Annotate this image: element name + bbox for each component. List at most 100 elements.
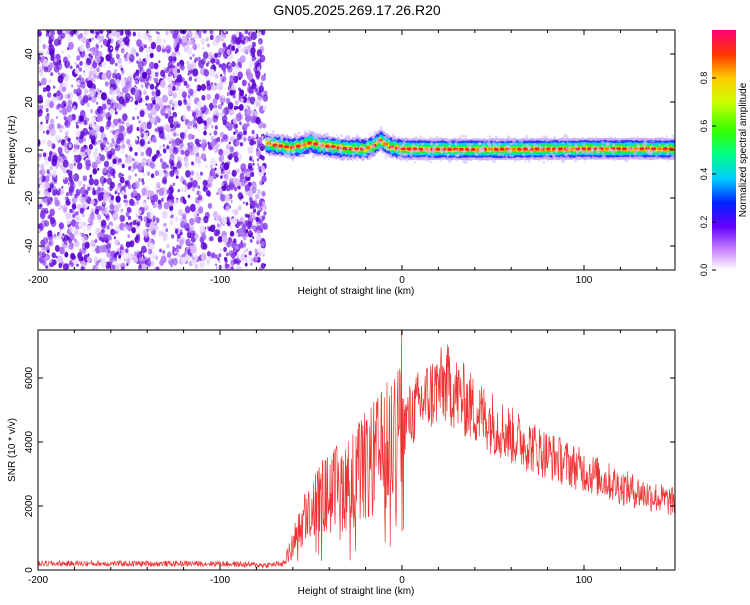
noise-dot xyxy=(248,60,254,68)
noise-dot xyxy=(192,53,195,58)
signal-scatter-dot xyxy=(298,154,302,157)
signal-scatter-dot xyxy=(412,156,415,159)
signal-scatter-dot xyxy=(520,139,524,143)
signal-scatter-dot xyxy=(487,157,491,160)
signal-scatter-dot xyxy=(566,140,569,143)
noise-dot xyxy=(100,109,104,114)
y-tick-label: 4000 xyxy=(24,430,35,453)
signal-scatter-dot xyxy=(351,147,354,151)
noise-dot xyxy=(125,41,129,46)
noise-dot xyxy=(128,60,132,64)
noise-dot xyxy=(79,232,82,236)
signal-scatter-dot xyxy=(584,144,586,147)
signal-scatter-dot xyxy=(492,143,497,148)
signal-scatter-dot xyxy=(604,154,607,156)
noise-dot xyxy=(126,258,131,265)
noise-dot xyxy=(95,43,99,49)
noise-dot xyxy=(98,205,103,211)
noise-dot xyxy=(209,236,214,242)
signal-scatter-dot xyxy=(572,148,576,152)
noise-dot xyxy=(157,199,162,205)
noise-dot xyxy=(107,186,110,190)
noise-dot xyxy=(190,242,194,247)
noise-dot xyxy=(132,116,135,120)
colorbar-tick-label: 0.6 xyxy=(699,120,709,133)
noise-dot xyxy=(231,83,237,91)
noise-dot xyxy=(125,199,129,204)
noise-dot xyxy=(171,234,175,239)
signal-scatter-dot xyxy=(478,142,482,146)
noise-dot xyxy=(191,187,196,192)
signal-scatter-dot xyxy=(283,152,288,157)
noise-dot xyxy=(207,141,210,145)
noise-dot xyxy=(145,54,150,61)
noise-dot xyxy=(134,173,137,177)
signal-scatter-dot xyxy=(467,142,471,147)
noise-dot xyxy=(213,229,219,237)
noise-dot xyxy=(87,121,90,124)
signal-scatter-dot xyxy=(336,138,339,141)
noise-dot xyxy=(52,172,57,178)
noise-dot xyxy=(257,31,262,38)
signal-scatter-dot xyxy=(666,152,670,156)
noise-dot xyxy=(201,138,207,146)
signal-scatter-dot xyxy=(307,153,310,156)
noise-dot xyxy=(191,230,196,237)
noise-dot xyxy=(146,68,152,76)
noise-dot xyxy=(212,111,217,116)
noise-dot xyxy=(190,170,195,176)
signal-scatter-dot xyxy=(291,158,295,162)
noise-dot xyxy=(154,85,158,90)
signal-scatter-dot xyxy=(346,138,349,141)
noise-dot xyxy=(45,108,49,113)
colorbar-ticks: 0.00.20.40.60.8 xyxy=(699,72,716,276)
noise-dot xyxy=(67,170,71,174)
signal-scatter-dot xyxy=(430,155,435,159)
noise-dot xyxy=(215,263,218,267)
noise-dot xyxy=(53,233,57,238)
signal-scatter-dot xyxy=(583,160,586,163)
noise-dot xyxy=(163,225,167,229)
noise-dot xyxy=(91,122,96,129)
noise-dot xyxy=(225,30,229,35)
noise-dot xyxy=(151,200,155,205)
signal-scatter-dot xyxy=(593,145,596,148)
signal-scatter-dot xyxy=(338,155,340,157)
signal-scatter-dot xyxy=(459,136,461,138)
noise-dot xyxy=(156,82,160,87)
signal-scatter-dot xyxy=(545,140,548,143)
noise-dot xyxy=(244,39,248,43)
noise-dot xyxy=(110,196,114,201)
noise-dot xyxy=(79,248,82,252)
signal-core-mark xyxy=(458,147,464,151)
signal-scatter-dot xyxy=(455,149,458,153)
noise-dot xyxy=(154,128,158,132)
noise-dot xyxy=(228,237,233,244)
noise-dot xyxy=(79,61,83,66)
noise-dot xyxy=(251,184,257,193)
noise-dot xyxy=(66,47,70,51)
noise-dot xyxy=(110,161,113,165)
noise-dot xyxy=(145,148,152,157)
noise-dot xyxy=(141,245,147,254)
noise-dot xyxy=(134,39,137,43)
snr-x-label: Height of straight line (km) xyxy=(298,586,415,597)
noise-dot xyxy=(112,264,116,270)
noise-dot xyxy=(115,62,118,67)
noise-dot xyxy=(192,111,196,118)
noise-dot xyxy=(185,205,191,214)
noise-dot xyxy=(185,170,191,178)
signal-scatter-dot xyxy=(627,146,631,150)
noise-dot xyxy=(176,244,180,249)
signal-scatter-dot xyxy=(383,139,386,143)
noise-dot xyxy=(253,140,257,145)
heatmap-y-label: Frequency (Hz) xyxy=(7,116,18,185)
signal-scatter-dot xyxy=(545,153,549,158)
noise-dot xyxy=(197,128,200,132)
noise-dot xyxy=(94,130,100,138)
signal-scatter-dot xyxy=(386,152,389,156)
noise-dot xyxy=(94,208,99,215)
noise-dot xyxy=(139,69,142,72)
noise-dot xyxy=(238,228,244,236)
